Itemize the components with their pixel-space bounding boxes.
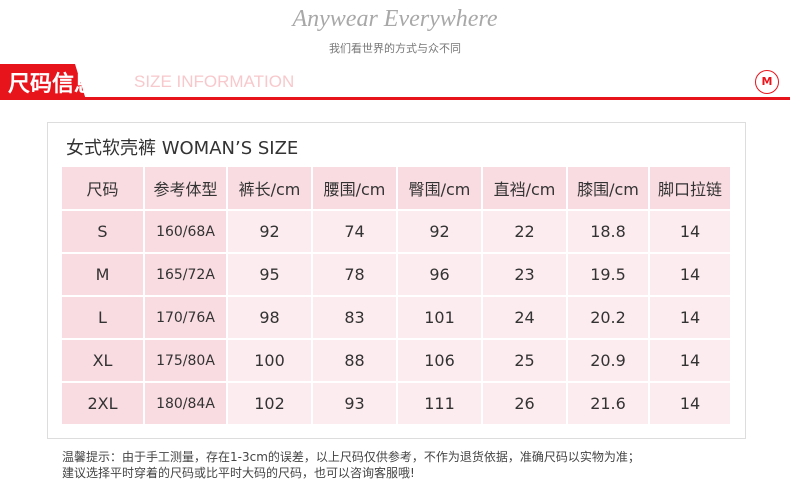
table-cell: 160/68A	[145, 211, 226, 252]
table-cell: 83	[313, 297, 396, 338]
table-row: XL 175/80A 100 88 106 25 20.9 14	[62, 340, 730, 381]
table-cell: 88	[313, 340, 396, 381]
table-cell: 165/72A	[145, 254, 226, 295]
table-cell: 14	[650, 297, 730, 338]
table-row: 2XL 180/84A 102 93 111 26 21.6 14	[62, 383, 730, 424]
table-cell: 14	[650, 254, 730, 295]
size-table: 尺码 参考体型 裤长/cm 腰围/cm 臀围/cm 直裆/cm 膝围/cm 脚口拉链 S 160/…	[60, 165, 732, 426]
table-cell: L	[62, 297, 143, 338]
table-cell: 101	[398, 297, 481, 338]
table-cell: 20.2	[568, 297, 648, 338]
column-header: 直裆/cm	[483, 167, 566, 209]
brand-logo-icon: M	[755, 70, 779, 94]
size-table-panel	[47, 122, 746, 439]
section-title: 尺码信息	[8, 72, 97, 97]
table-cell: 2XL	[62, 383, 143, 424]
column-header: 裤长/cm	[228, 167, 311, 209]
brand-subtitle: 我们看世界的方式与众不同	[329, 42, 461, 55]
table-cell: 14	[650, 211, 730, 252]
note-line-2: 建议选择平时穿着的尺码或比平时大码的尺码，也可以咨询客服哦!	[62, 466, 415, 480]
table-row: M 165/72A 95 78 96 23 19.5 14	[62, 254, 730, 295]
table-cell: 14	[650, 383, 730, 424]
table-cell: 25	[483, 340, 566, 381]
section-tab	[0, 64, 86, 100]
table-title: 女式软壳裤 WOMAN’S SIZE	[66, 138, 299, 159]
table-cell: 180/84A	[145, 383, 226, 424]
table-cell: 92	[398, 211, 481, 252]
column-header: 脚口拉链	[650, 167, 730, 209]
table-cell: 102	[228, 383, 311, 424]
table-cell: 93	[313, 383, 396, 424]
header-row: 尺码 参考体型 裤长/cm 腰围/cm 臀围/cm 直裆/cm 膝围/cm 脚口拉链	[62, 167, 730, 209]
table-cell: 96	[398, 254, 481, 295]
section-title-en: SIZE INFORMATION	[134, 72, 295, 91]
size-note: 温馨提示：由于手工测量，存在1-3cm的误差，以上尺码仅供参考，不作为退货依据，…	[62, 449, 640, 481]
table-cell: 14	[650, 340, 730, 381]
table-cell: 78	[313, 254, 396, 295]
table-cell: 26	[483, 383, 566, 424]
table-cell: 92	[228, 211, 311, 252]
table-cell: XL	[62, 340, 143, 381]
table-cell: M	[62, 254, 143, 295]
table-cell: 100	[228, 340, 311, 381]
table-cell: 98	[228, 297, 311, 338]
divider	[0, 97, 790, 100]
column-header: 参考体型	[145, 167, 226, 209]
table-row: L 170/76A 98 83 101 24 20.2 14	[62, 297, 730, 338]
table-cell: 18.8	[568, 211, 648, 252]
note-line-1: 温馨提示：由于手工测量，存在1-3cm的误差，以上尺码仅供参考，不作为退货依据，…	[62, 450, 640, 464]
table-cell: 95	[228, 254, 311, 295]
table-cell: 21.6	[568, 383, 648, 424]
table-cell: 20.9	[568, 340, 648, 381]
table-cell: 175/80A	[145, 340, 226, 381]
table-cell: 111	[398, 383, 481, 424]
column-header: 尺码	[62, 167, 143, 209]
column-header: 腰围/cm	[313, 167, 396, 209]
table-cell: S	[62, 211, 143, 252]
table-cell: 24	[483, 297, 566, 338]
table-cell: 22	[483, 211, 566, 252]
table-row: S 160/68A 92 74 92 22 18.8 14	[62, 211, 730, 252]
table-cell: 170/76A	[145, 297, 226, 338]
table-cell: 19.5	[568, 254, 648, 295]
column-header: 膝围/cm	[568, 167, 648, 209]
table-cell: 106	[398, 340, 481, 381]
brand-slogan: Anywear Everywhere	[292, 6, 498, 32]
table-cell: 74	[313, 211, 396, 252]
table-cell: 23	[483, 254, 566, 295]
column-header: 臀围/cm	[398, 167, 481, 209]
